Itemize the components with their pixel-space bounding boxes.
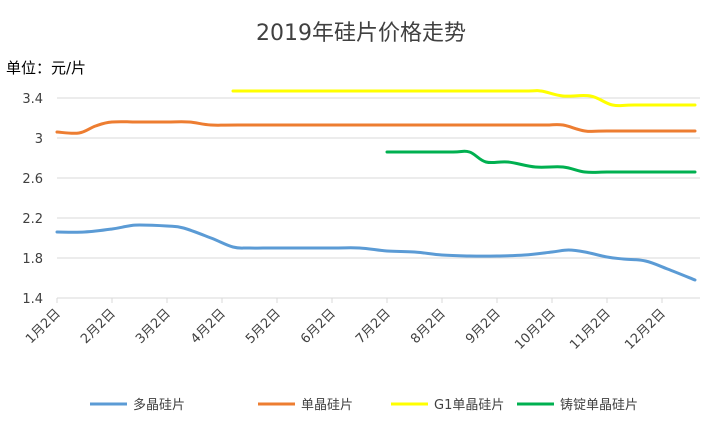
series-line-1 (55, 223, 697, 282)
x-tick-label: 6月2日 (298, 306, 339, 347)
x-tick-label: 1月2日 (23, 306, 64, 347)
x-tick-label: 7月2日 (353, 306, 394, 347)
x-tick-label: 2月2日 (78, 306, 119, 347)
legend: 多晶硅片 单晶硅片 G1单晶硅片 铸锭单晶硅片 (90, 397, 638, 413)
series-lines (55, 89, 697, 282)
y-tick-label: 3 (35, 132, 43, 147)
legend-label: 单晶硅片 (301, 398, 353, 413)
x-tick-labels: 1月2日 2月2日 3月2日 4月2日 5月2日 6月2日 7月2日 8月2日 9月2日 10月2… (23, 306, 669, 353)
series-line-4 (385, 149, 697, 174)
x-tick-label: 4月2日 (188, 306, 229, 347)
chart-title: 2019年硅片价格走势 (256, 21, 466, 46)
series-line-2 (55, 120, 697, 135)
y-tick-label: 2.2 (22, 212, 43, 227)
x-tick-label: 10月2日 (512, 306, 559, 353)
legend-label: 多晶硅片 (133, 397, 185, 413)
x-tick-label: 9月2日 (463, 306, 504, 347)
y-axis-label: 单位：元/片 (6, 59, 86, 77)
series-line-3 (231, 89, 697, 108)
y-tick-labels: 1.4 1.8 2.2 2.6 3 3.4 (22, 92, 43, 307)
x-tick-label: 12月2日 (622, 306, 669, 353)
x-tick-label: 5月2日 (243, 306, 284, 347)
y-tick-label: 3.4 (22, 92, 43, 107)
grid-lines (56, 97, 700, 303)
x-tick-label: 11月2日 (567, 306, 614, 353)
x-tick-label: 3月2日 (133, 306, 174, 347)
y-tick-label: 2.6 (22, 172, 43, 187)
y-tick-label: 1.8 (22, 252, 43, 267)
legend-label: 铸锭单晶硅片 (560, 397, 638, 413)
x-tick-label: 8月2日 (408, 306, 449, 347)
legend-label: G1单晶硅片 (434, 398, 504, 413)
y-tick-label: 1.4 (22, 292, 43, 307)
